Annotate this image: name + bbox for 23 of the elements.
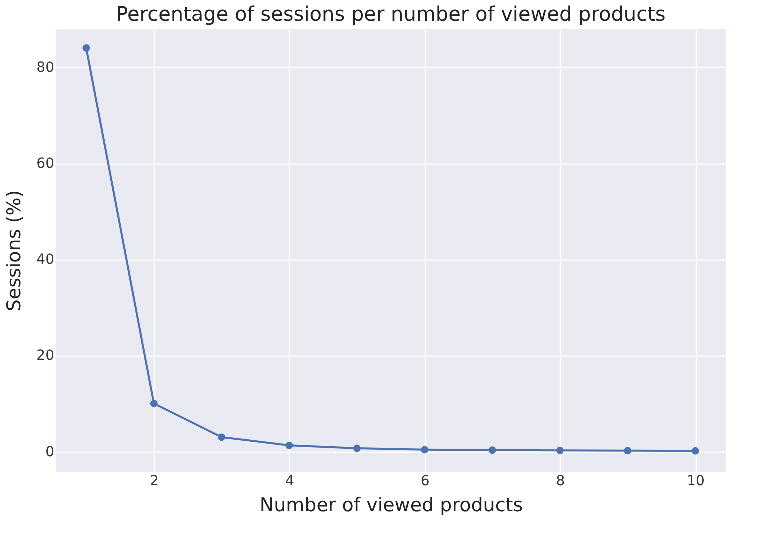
x-tick-label: 4 — [286, 474, 295, 490]
y-tick-label: 20 — [36, 348, 54, 364]
point — [82, 44, 90, 52]
point — [353, 444, 361, 452]
point — [624, 447, 632, 455]
x-tick-label: 6 — [420, 474, 430, 490]
y-tick-label: 0 — [46, 444, 54, 460]
x-tick-label: 10 — [687, 474, 705, 490]
point — [556, 446, 564, 454]
point — [218, 434, 226, 442]
y-tick-label: 80 — [36, 60, 54, 76]
point — [421, 446, 429, 454]
point — [488, 446, 496, 454]
x-tick-label: 8 — [556, 474, 566, 490]
point — [692, 447, 700, 455]
y-axis-title: Sessions (%) — [4, 190, 26, 312]
point — [150, 400, 158, 408]
y-tick-label: 40 — [36, 252, 54, 268]
y-tick-label: 60 — [36, 156, 54, 172]
x-tick-label: 2 — [150, 474, 160, 490]
x-axis-title: Number of viewed products — [260, 494, 524, 516]
point — [286, 442, 294, 450]
chart-title: Percentage of sessions per number of viewed products — [116, 2, 666, 26]
